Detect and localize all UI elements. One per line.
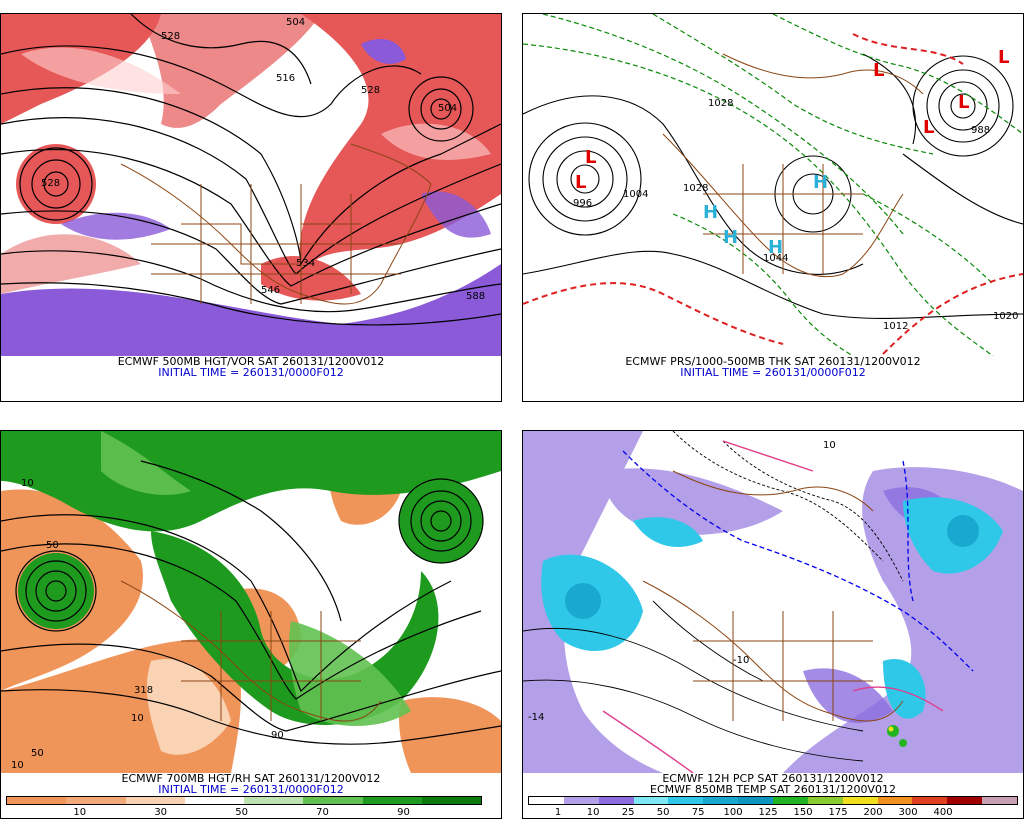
map-500mb: [1, 14, 501, 356]
precip-colorbar-ticks: 1 10 25 50 75 100 125 150 175 200 300 400: [528, 807, 1018, 818]
colorbar-swatch: [877, 797, 913, 804]
pressure-label: 1044: [763, 253, 789, 264]
colorbar-tick-label: 150: [793, 807, 813, 818]
contour-label: 528: [41, 178, 61, 189]
low-pressure-symbol: L: [998, 47, 1010, 68]
pressure-label: 1012: [883, 321, 909, 332]
colorbar-swatch: [982, 797, 1018, 804]
precip-colorbar: [528, 796, 1018, 805]
colorbar-swatch: [362, 797, 422, 804]
contour-label: 516: [276, 73, 296, 84]
colorbar-swatch: [598, 797, 634, 804]
colorbar-tick-label: 50: [235, 807, 248, 818]
high-pressure-symbol: H: [768, 237, 784, 258]
colorbar-swatch: [668, 797, 704, 804]
pressure-label: 988: [971, 125, 991, 136]
colorbar-swatch: [947, 797, 983, 804]
low-pressure-symbol: L: [958, 92, 970, 113]
colorbar-swatch: [842, 797, 878, 804]
colorbar-tick-label: 300: [898, 807, 918, 818]
high-pressure-symbol: H: [723, 227, 739, 248]
contour-label: 10: [21, 478, 34, 489]
colorbar-swatch: [184, 797, 244, 804]
low-pressure-symbol: L: [873, 60, 885, 81]
colorbar-tick-label: 400: [933, 807, 953, 818]
contour-label: 50: [46, 540, 59, 551]
colorbar-tick-label: 70: [316, 807, 329, 818]
colorbar-swatch: [738, 797, 774, 804]
contour-label: 504: [438, 103, 458, 114]
rh-colorbar: [6, 796, 482, 805]
pressure-label: 996: [573, 198, 593, 209]
map-700mb: [1, 431, 501, 773]
pressure-label: 1004: [623, 189, 649, 200]
contour-label: 588: [466, 291, 486, 302]
colorbar-swatch: [807, 797, 843, 804]
rh-colorbar-ticks: 10 30 50 70 90: [6, 807, 482, 818]
colorbar-tick-label: 75: [691, 807, 705, 818]
panel-prs-thickness: L L L L L L H H H H 1020 1012 1004 996 1…: [522, 13, 1024, 402]
pressure-label: 1028: [683, 183, 709, 194]
colorbar-swatch: [66, 797, 126, 804]
contour-label: 528: [361, 85, 381, 96]
caption-initial-time: INITIAL TIME = 260131/0000F012: [158, 783, 344, 796]
colorbar-tick-label: 125: [758, 807, 778, 818]
caption-initial-time: INITIAL TIME = 260131/0000F012: [158, 366, 344, 379]
colorbar-tick-label: 200: [863, 807, 883, 818]
caption-initial-time: INITIAL TIME = 260131/0000F012: [680, 366, 866, 379]
colorbar-tick-label: 10: [586, 807, 600, 818]
colorbar-tick-label: 25: [621, 807, 635, 818]
caption-title: ECMWF 500MB HGT/VOR SAT 260131/1200V012: [117, 355, 385, 368]
contour-label: 534: [296, 258, 316, 269]
colorbar-tick-label: 30: [154, 807, 168, 818]
contour-label: 10: [131, 713, 144, 724]
caption-precip: ECMWF 12H PCP SAT 260131/1200V012: [662, 772, 884, 785]
high-pressure-symbol: H: [813, 172, 829, 193]
low-pressure-symbol: L: [585, 147, 597, 168]
colorbar-tick-label: 90: [397, 807, 410, 818]
contour-label: 10: [823, 440, 836, 451]
colorbar-swatch: [529, 797, 564, 804]
caption-title: ECMWF 700MB HGT/RH SAT 260131/1200V012: [121, 772, 381, 785]
colorbar-swatch: [633, 797, 669, 804]
contour-label: 318: [134, 685, 154, 696]
colorbar-tick-label: 10: [73, 807, 87, 818]
contour-label: -14: [528, 712, 545, 723]
contour-label: 528: [161, 31, 181, 42]
contour-label: 90: [271, 730, 284, 741]
colorbar-tick-label: 50: [656, 807, 670, 818]
contour-label: -10: [733, 655, 750, 666]
panel-500mb-hgt-vor: 528 504 516 528 504 528 534 546 588 ECMW…: [0, 13, 502, 402]
low-pressure-symbol: L: [923, 117, 935, 138]
contour-label: 50: [31, 748, 44, 759]
colorbar-tick-label: 1: [554, 807, 562, 818]
map-pcp-temp: [523, 431, 1023, 773]
colorbar-swatch: [303, 797, 363, 804]
colorbar-swatch: [563, 797, 599, 804]
colorbar-swatch: [125, 797, 185, 804]
colorbar-tick-label: 100: [723, 807, 743, 818]
pressure-label: 1028: [708, 98, 734, 109]
panel-12h-pcp-850-temp: -14 10 -10 ECMWF 12H PCP SAT 260131/1200…: [522, 430, 1024, 819]
colorbar-swatch: [773, 797, 808, 804]
colorbar-swatch: [703, 797, 739, 804]
pressure-label: 1020: [993, 311, 1019, 322]
contour-label: 10: [11, 760, 24, 771]
map-prs-thickness: [523, 14, 1023, 356]
low-pressure-symbol: L: [575, 172, 587, 193]
high-pressure-symbol: H: [703, 202, 719, 223]
colorbar-swatch: [7, 797, 67, 804]
contour-label: 546: [261, 285, 281, 296]
colorbar-swatch: [421, 797, 481, 804]
colorbar-swatch: [912, 797, 948, 804]
contour-label: 504: [286, 17, 306, 28]
caption-title: ECMWF PRS/1000-500MB THK SAT 260131/1200…: [625, 355, 921, 368]
colorbar-tick-label: 175: [828, 807, 848, 818]
panel-700mb-hgt-rh: 10 50 318 10 50 10 90 ECMWF 700MB HGT/RH…: [0, 430, 502, 819]
caption-850-temp: ECMWF 850MB TEMP SAT 260131/1200V012: [650, 783, 896, 796]
colorbar-swatch: [244, 797, 304, 804]
